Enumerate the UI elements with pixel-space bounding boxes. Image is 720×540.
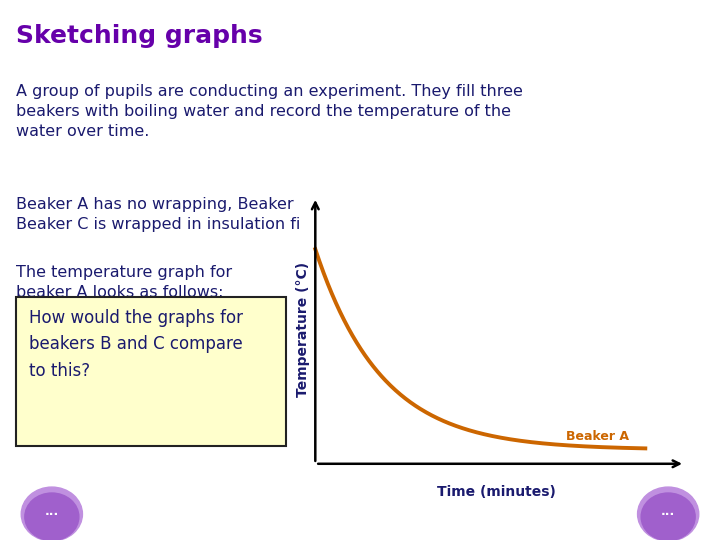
- Ellipse shape: [638, 487, 699, 540]
- Text: ···: ···: [45, 508, 59, 521]
- Text: The temperature graph for
beaker A looks as follows:: The temperature graph for beaker A looks…: [16, 265, 232, 300]
- Text: ···: ···: [661, 508, 675, 521]
- Text: Temperature (°C): Temperature (°C): [296, 262, 310, 397]
- Text: Beaker A: Beaker A: [566, 430, 629, 443]
- Text: How would the graphs for
beakers B and C compare
to this?: How would the graphs for beakers B and C…: [29, 309, 243, 380]
- Text: A group of pupils are conducting an experiment. They fill three
beakers with boi: A group of pupils are conducting an expe…: [16, 84, 523, 139]
- Ellipse shape: [21, 487, 82, 540]
- Text: Sketching graphs: Sketching graphs: [16, 24, 263, 48]
- Ellipse shape: [24, 493, 79, 540]
- Ellipse shape: [642, 493, 696, 540]
- FancyBboxPatch shape: [16, 297, 286, 445]
- Text: Time (minutes): Time (minutes): [437, 485, 557, 499]
- Text: Beaker A has no wrapping, Beaker B is wrapped in ice and
Beaker C is wrapped in : Beaker A has no wrapping, Beaker B is wr…: [16, 197, 487, 233]
